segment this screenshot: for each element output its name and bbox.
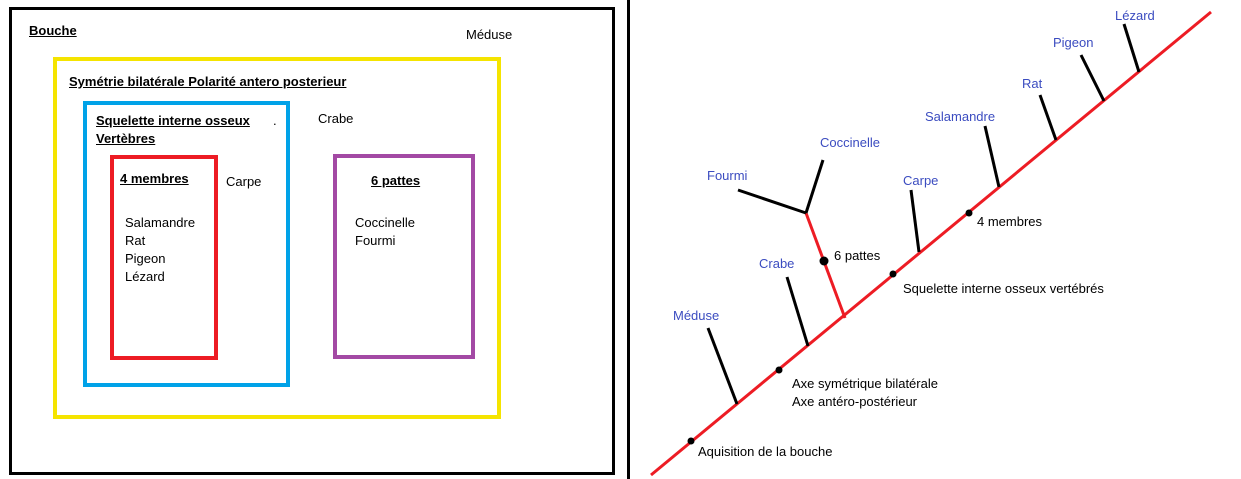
limbs-member-4: Lézard	[125, 269, 165, 284]
bilateral-set-box	[53, 57, 501, 419]
limbs-member-1: Salamandre	[125, 215, 196, 230]
tree-label-fourmi: Fourmi	[707, 168, 748, 183]
tree-label-meduse: Méduse	[673, 308, 720, 323]
branch-rat	[1038, 94, 1058, 141]
legs-set-label: 6 pattes	[371, 173, 421, 188]
skeleton-set-label-dot: .	[273, 113, 277, 128]
tree-label-carpe: Carpe	[903, 173, 939, 188]
limbs-member-2: Rat	[125, 233, 146, 248]
tree-label-salamandre: Salamandre	[925, 109, 996, 124]
meduse-label: Méduse	[466, 27, 513, 42]
marker-pattes	[819, 256, 829, 266]
branch-crabe	[785, 276, 810, 347]
skeleton-set-box	[83, 101, 290, 387]
branch-meduse	[706, 327, 739, 405]
trait-label-pattes: 6 pattes	[834, 248, 881, 263]
main-stem	[650, 10, 1212, 477]
trait-label-membres: 4 membres	[977, 214, 1043, 229]
crabe-label: Crabe	[318, 111, 354, 126]
skeleton-set-label-line1: Squelette interne osseux	[96, 113, 250, 128]
legs-member-1: Coccinelle	[355, 215, 415, 230]
limbs-member-3: Pigeon	[125, 251, 166, 266]
legs-member-2: Fourmi	[355, 233, 396, 248]
limbs-set-box	[110, 155, 218, 360]
branch-carpe	[909, 189, 921, 253]
branch-lezard	[1122, 23, 1141, 73]
bilateral-set-label: Symétrie bilatérale Polarité antero post…	[69, 74, 347, 89]
branch-arthropod-stem	[804, 212, 847, 319]
tree-label-crabe: Crabe	[759, 256, 795, 271]
branch-pigeon	[1079, 54, 1106, 102]
branch-salamandre	[983, 125, 1001, 188]
carpe-label: Carpe	[226, 174, 262, 189]
limbs-set-label: 4 membres	[120, 171, 189, 186]
marker-axe	[775, 366, 783, 374]
legs-set-box	[333, 154, 475, 359]
marker-squelette	[889, 270, 897, 278]
trait-label-squelette: Squelette interne osseux vertébrés	[903, 281, 1104, 296]
marker-bouche	[687, 437, 695, 445]
branch-fourmi	[737, 188, 807, 215]
tree-label-pigeon: Pigeon	[1053, 35, 1094, 50]
mouth-set-box	[9, 7, 615, 475]
mouth-set-label: Bouche	[29, 23, 77, 38]
branch-coccinelle	[804, 159, 825, 214]
tree-label-lezard: Lézard	[1115, 8, 1155, 23]
tree-label-coccinelle: Coccinelle	[820, 135, 880, 150]
trait-label-axe-1: Axe symétrique bilatérale	[792, 376, 938, 391]
tree-label-rat: Rat	[1022, 76, 1043, 91]
panel-divider	[627, 0, 630, 479]
trait-label-bouche: Aquisition de la bouche	[698, 444, 833, 459]
skeleton-set-label-line2: Vertèbres	[96, 131, 156, 146]
trait-label-axe-2: Axe antéro-postérieur	[792, 394, 918, 409]
marker-membres	[965, 209, 973, 217]
